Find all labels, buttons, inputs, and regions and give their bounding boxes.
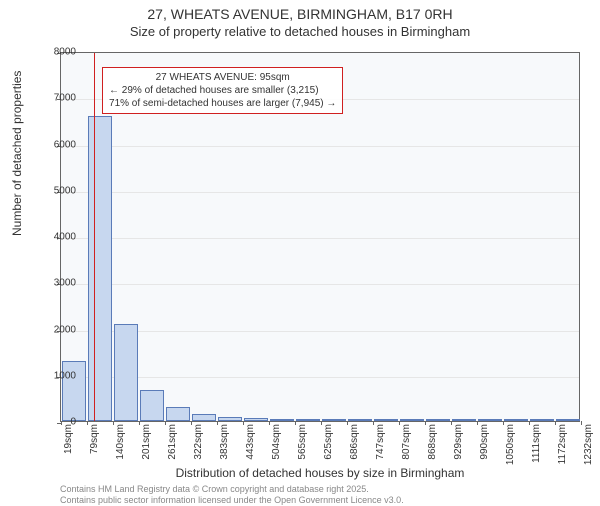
x-tick-mark — [399, 421, 400, 425]
y-axis-label: Number of detached properties — [10, 71, 24, 236]
histogram-bar — [426, 419, 450, 421]
x-tick-mark — [139, 421, 140, 425]
y-tick-label: 4000 — [26, 232, 76, 243]
x-tick-label: 79sqm — [89, 424, 100, 454]
x-tick-label: 504sqm — [271, 424, 282, 460]
histogram-bar — [88, 116, 112, 421]
gridline — [61, 146, 579, 147]
gridline — [61, 377, 579, 378]
x-tick-label: 1050sqm — [505, 424, 516, 465]
histogram-bar — [504, 419, 528, 421]
x-tick-label: 565sqm — [297, 424, 308, 460]
x-tick-label: 443sqm — [245, 424, 256, 460]
x-tick-label: 929sqm — [453, 424, 464, 460]
attribution-text: Contains HM Land Registry data © Crown c… — [60, 484, 404, 506]
chart-title-sub: Size of property relative to detached ho… — [0, 24, 600, 39]
y-tick-label: 6000 — [26, 139, 76, 150]
x-tick-mark — [451, 421, 452, 425]
x-tick-label: 625sqm — [323, 424, 334, 460]
x-tick-label: 747sqm — [375, 424, 386, 460]
x-tick-mark — [191, 421, 192, 425]
x-tick-label: 19sqm — [63, 424, 74, 454]
annotation-line2: ← 29% of detached houses are smaller (3,… — [109, 84, 336, 97]
gridline — [61, 238, 579, 239]
histogram-bar — [348, 419, 372, 421]
x-tick-label: 261sqm — [167, 424, 178, 460]
chart-title-main: 27, WHEATS AVENUE, BIRMINGHAM, B17 0RH — [0, 6, 600, 22]
x-tick-mark — [555, 421, 556, 425]
histogram-bar — [166, 407, 190, 421]
x-tick-label: 322sqm — [193, 424, 204, 460]
x-tick-mark — [243, 421, 244, 425]
x-tick-label: 990sqm — [479, 424, 490, 460]
x-tick-mark — [113, 421, 114, 425]
x-tick-mark — [269, 421, 270, 425]
attribution-line1: Contains HM Land Registry data © Crown c… — [60, 484, 404, 495]
histogram-bar — [556, 419, 580, 421]
marker-line — [94, 53, 95, 421]
x-tick-label: 1172sqm — [557, 424, 568, 464]
attribution-line2: Contains public sector information licen… — [60, 495, 404, 506]
x-tick-mark — [373, 421, 374, 425]
x-tick-mark — [529, 421, 530, 425]
histogram-bar — [296, 419, 320, 421]
histogram-bar — [270, 419, 294, 421]
plot-area: 27 WHEATS AVENUE: 95sqm← 29% of detached… — [60, 52, 580, 422]
x-tick-mark — [321, 421, 322, 425]
x-tick-mark — [87, 421, 88, 425]
histogram-bar — [244, 418, 268, 421]
x-tick-label: 686sqm — [349, 424, 360, 460]
annotation-line1: 27 WHEATS AVENUE: 95sqm — [109, 71, 336, 84]
histogram-bar — [322, 419, 346, 421]
y-tick-label: 0 — [26, 417, 76, 428]
gridline — [61, 192, 579, 193]
histogram-bar — [218, 417, 242, 421]
x-tick-label: 868sqm — [427, 424, 438, 460]
histogram-bar — [530, 419, 554, 421]
x-tick-label: 1232sqm — [583, 424, 594, 465]
y-tick-label: 2000 — [26, 324, 76, 335]
x-tick-mark — [581, 421, 582, 425]
histogram-bar — [400, 419, 424, 421]
x-tick-mark — [295, 421, 296, 425]
histogram-bar — [114, 324, 138, 421]
histogram-bar — [192, 414, 216, 421]
y-tick-label: 7000 — [26, 93, 76, 104]
x-tick-mark — [347, 421, 348, 425]
x-tick-mark — [165, 421, 166, 425]
annotation-box: 27 WHEATS AVENUE: 95sqm← 29% of detached… — [102, 67, 343, 114]
y-tick-label: 3000 — [26, 278, 76, 289]
histogram-bar — [374, 419, 398, 421]
annotation-line3: 71% of semi-detached houses are larger (… — [109, 97, 336, 110]
plot-wrapper: 27 WHEATS AVENUE: 95sqm← 29% of detached… — [60, 52, 580, 422]
y-tick-label: 5000 — [26, 185, 76, 196]
histogram-bar — [478, 419, 502, 421]
x-tick-mark — [217, 421, 218, 425]
x-tick-label: 383sqm — [219, 424, 230, 460]
gridline — [61, 284, 579, 285]
x-tick-mark — [503, 421, 504, 425]
histogram-bar — [140, 390, 164, 421]
x-tick-label: 807sqm — [401, 424, 412, 460]
x-tick-label: 1111sqm — [531, 424, 542, 463]
y-tick-label: 8000 — [26, 47, 76, 58]
x-tick-label: 140sqm — [115, 424, 126, 460]
x-tick-mark — [425, 421, 426, 425]
x-axis-label: Distribution of detached houses by size … — [60, 466, 580, 480]
x-tick-label: 201sqm — [141, 424, 152, 460]
y-tick-label: 1000 — [26, 370, 76, 381]
x-tick-mark — [477, 421, 478, 425]
gridline — [61, 331, 579, 332]
histogram-bar — [452, 419, 476, 421]
